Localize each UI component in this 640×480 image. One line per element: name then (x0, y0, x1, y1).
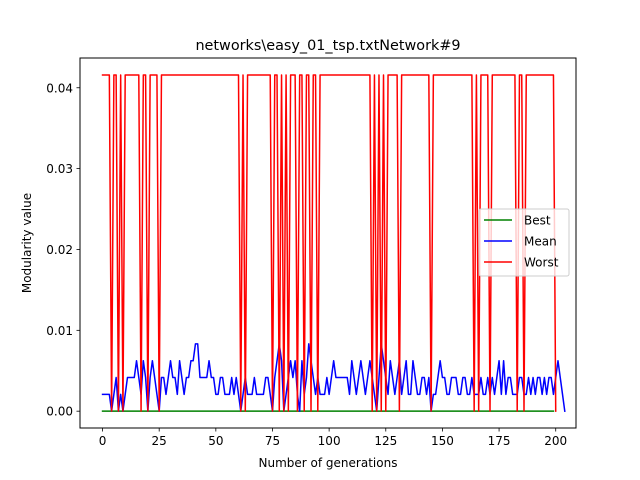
series-line-mean (101, 343, 566, 413)
y-tick-label: 0.03 (46, 162, 73, 176)
x-axis-label: Number of generations (259, 456, 398, 470)
legend-label-worst: Worst (524, 256, 559, 270)
chart-title: networks\easy_01_tsp.txtNetwork#9 (195, 38, 460, 54)
axes-frame (79, 57, 577, 429)
x-tick-label: 100 (318, 434, 341, 448)
legend: Best Mean Worst (478, 208, 570, 277)
x-tick-label: 175 (488, 434, 511, 448)
x-tick-label: 200 (544, 434, 567, 448)
x-tick-label: 75 (265, 434, 280, 448)
y-axis-ticks: 0.00 0.01 0.02 0.03 0.04 (46, 81, 80, 419)
x-tick-label: 25 (152, 434, 167, 448)
y-tick-label: 0.02 (46, 243, 73, 257)
x-axis-ticks: 0 25 50 75 100 125 150 175 200 (99, 428, 567, 448)
y-tick-label: 0.01 (46, 324, 73, 338)
series-lines (101, 74, 566, 413)
series-line-worst (101, 74, 557, 412)
legend-label-mean: Mean (524, 235, 557, 249)
x-tick-label: 125 (374, 434, 397, 448)
legend-label-best: Best (524, 214, 551, 228)
y-tick-label: 0.04 (46, 81, 73, 95)
y-axis-label: Modularity value (20, 193, 34, 293)
legend-frame (478, 208, 570, 277)
x-tick-label: 0 (99, 434, 107, 448)
x-tick-label: 150 (431, 434, 454, 448)
y-tick-label: 0.00 (46, 405, 73, 419)
x-tick-label: 50 (208, 434, 223, 448)
